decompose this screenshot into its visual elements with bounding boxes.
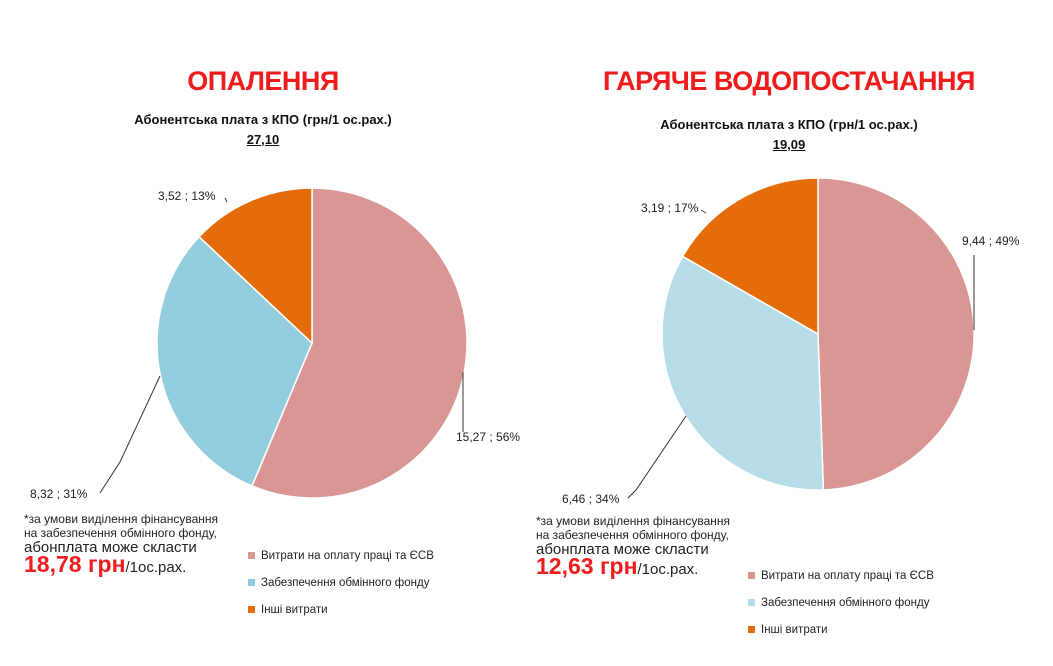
heating-chart-panel: ОПАЛЕННЯ Абонентська плата з КПО (грн/1 … (0, 0, 526, 666)
hot-water-chart-panel: ГАРЯЧЕ ВОДОПОСТАЧАННЯ Абонентська плата … (526, 0, 1052, 666)
chart-total: 19,09 (772, 137, 806, 152)
pie-chart: 15,27 ; 56% 8,32 ; 31% 3,52 ; 13% (30, 187, 520, 501)
legend-swatch (248, 552, 255, 559)
legend-item-other: Інші витрати (748, 616, 934, 643)
leader-line (627, 415, 687, 499)
legend-swatch (748, 626, 755, 633)
data-label: 15,27 ; 56% (456, 430, 520, 444)
legend-swatch (248, 606, 255, 613)
pie-slice-labor (817, 177, 975, 491)
chart-subtitle: Абонентська плата з КПО (грн/1 ос.рах.) (134, 112, 392, 127)
note-unit: /1ос.рах. (125, 559, 187, 576)
chart-title: ОПАЛЕННЯ (187, 66, 339, 96)
legend-item-exchange-fund: Забезпечення обмінного фонду (748, 589, 934, 616)
note-amount: 12,63 грн (536, 553, 638, 579)
legend-item-other: Інші витрати (248, 596, 434, 623)
leader-line (224, 197, 228, 203)
note-conditional: *за умови виділення фінансування на забе… (536, 514, 731, 542)
legend-label: Інші витрати (261, 603, 328, 616)
note-amount-line: абонплата може скласти (24, 539, 197, 556)
leader-line (700, 209, 707, 214)
data-label: 3,19 ; 17% (641, 201, 699, 215)
note-amount: 18,78 грн (24, 551, 126, 577)
funding-note: *за умови виділення фінансування на забе… (24, 512, 224, 577)
chart-title: ГАРЯЧЕ ВОДОПОСТАЧАННЯ (603, 66, 975, 96)
data-label: 9,44 ; 49% (962, 234, 1020, 248)
note-unit: /1ос.рах. (637, 561, 699, 578)
leader-line (99, 375, 161, 494)
legend-label: Витрати на оплату праці та ЄСВ (761, 569, 934, 582)
data-label: 6,46 ; 34% (562, 492, 620, 506)
legend-swatch (748, 572, 755, 579)
legend-label: Інші витрати (761, 623, 828, 636)
data-label: 8,32 ; 31% (30, 487, 88, 501)
legend-swatch (248, 579, 255, 586)
note-amount-line: абонплата може скласти (536, 541, 709, 558)
legend-label: Забезпечення обмінного фонду (761, 596, 930, 609)
legend-label: Витрати на оплату праці та ЄСВ (261, 549, 434, 562)
chart-subtitle: Абонентська плата з КПО (грн/1 ос.рах.) (660, 117, 918, 132)
pie-slice-other (198, 187, 313, 345)
legend-item-labor: Витрати на оплату праці та ЄСВ (748, 562, 934, 589)
chart-legend: Витрати на оплату праці та ЄСВ Забезпече… (748, 562, 934, 643)
pie-slice-exchange-fund (156, 235, 313, 487)
chart-total: 27,10 (246, 132, 280, 147)
note-conditional: *за умови виділення фінансування на забе… (24, 512, 219, 540)
pie-slice-labor (251, 187, 468, 499)
funding-note: *за умови виділення фінансування на забе… (536, 514, 736, 579)
data-label: 3,52 ; 13% (158, 189, 216, 203)
legend-item-exchange-fund: Забезпечення обмінного фонду (248, 569, 434, 596)
legend-swatch (748, 599, 755, 606)
chart-legend: Витрати на оплату праці та ЄСВ Забезпече… (248, 542, 434, 623)
legend-item-labor: Витрати на оплату праці та ЄСВ (248, 542, 434, 569)
pie-slice-other (681, 177, 819, 336)
pie-chart: 9,44 ; 49% 6,46 ; 34% 3,19 ; 17% (562, 177, 1020, 506)
legend-label: Забезпечення обмінного фонду (261, 576, 430, 589)
